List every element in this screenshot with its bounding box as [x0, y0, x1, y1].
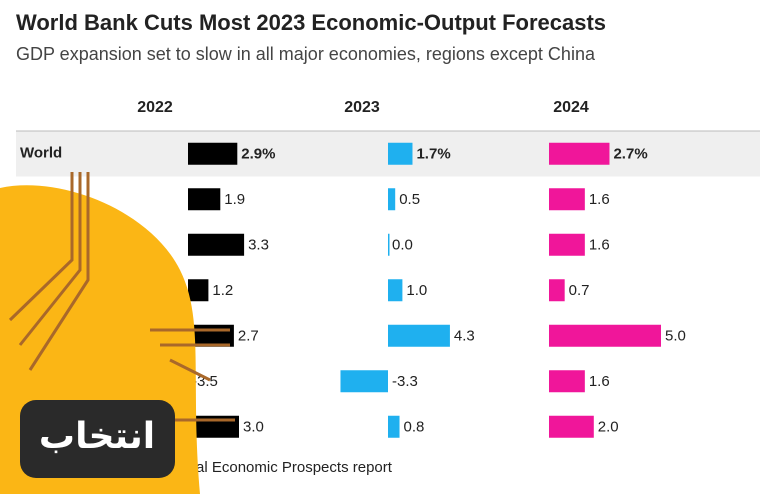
watermark-lines [8, 172, 235, 422]
bar [549, 188, 585, 211]
watermark-text: انتخاب [39, 416, 155, 457]
bar [549, 279, 565, 302]
value-label: 1.6 [589, 237, 610, 254]
watermark-box [20, 400, 175, 478]
bar [388, 188, 396, 211]
bar [388, 279, 403, 302]
source: al Economic Prospects report [196, 459, 393, 476]
bar [549, 233, 585, 256]
value-label: 3.0 [243, 419, 264, 436]
value-label: 1.0 [406, 282, 427, 299]
bar [388, 233, 390, 256]
value-label: 2.7 [238, 328, 259, 345]
bar [188, 188, 221, 211]
value-label: 2.9% [241, 146, 275, 163]
bar [188, 279, 209, 302]
chart-subtitle: GDP expansion set to slow in all major e… [16, 44, 596, 64]
value-label: -3.5 [192, 373, 218, 390]
value-label: -3.3 [392, 373, 418, 390]
value-label: 3.3 [248, 237, 269, 254]
value-label: 4.3 [454, 328, 475, 345]
bar [388, 415, 400, 438]
value-label: 2.7% [613, 146, 647, 163]
column-header: 2024 [553, 99, 589, 116]
value-label: 0.5 [399, 191, 420, 208]
value-label: 1.2 [212, 282, 233, 299]
row-label: World [20, 145, 62, 162]
chart-title: World Bank Cuts Most 2023 Economic-Outpu… [16, 10, 606, 35]
value-label: 1.9 [224, 191, 245, 208]
value-label: 0.7 [569, 282, 590, 299]
value-label: 1.6 [589, 373, 610, 390]
value-label: 2.0 [598, 419, 619, 436]
value-label: 0.8 [404, 419, 425, 436]
bar [388, 324, 450, 347]
rows: 2022 2023 2024 World 2.9% 1.7% 2.7% 1.9 0.5 1.6 3.… [16, 99, 760, 438]
watermark: انتخاب [0, 172, 235, 494]
bar [549, 142, 610, 165]
bar [188, 142, 238, 165]
bar [549, 324, 661, 347]
column-header: 2022 [137, 99, 173, 116]
bar [549, 370, 585, 393]
column-header: 2023 [344, 99, 380, 116]
value-label: 1.6 [589, 191, 610, 208]
value-label: 0.0 [392, 237, 413, 254]
value-label: 1.7% [416, 146, 450, 163]
value-label: 5.0 [665, 328, 686, 345]
bar [388, 142, 413, 165]
bar [549, 415, 594, 438]
bar [340, 370, 388, 393]
bar [188, 233, 245, 256]
